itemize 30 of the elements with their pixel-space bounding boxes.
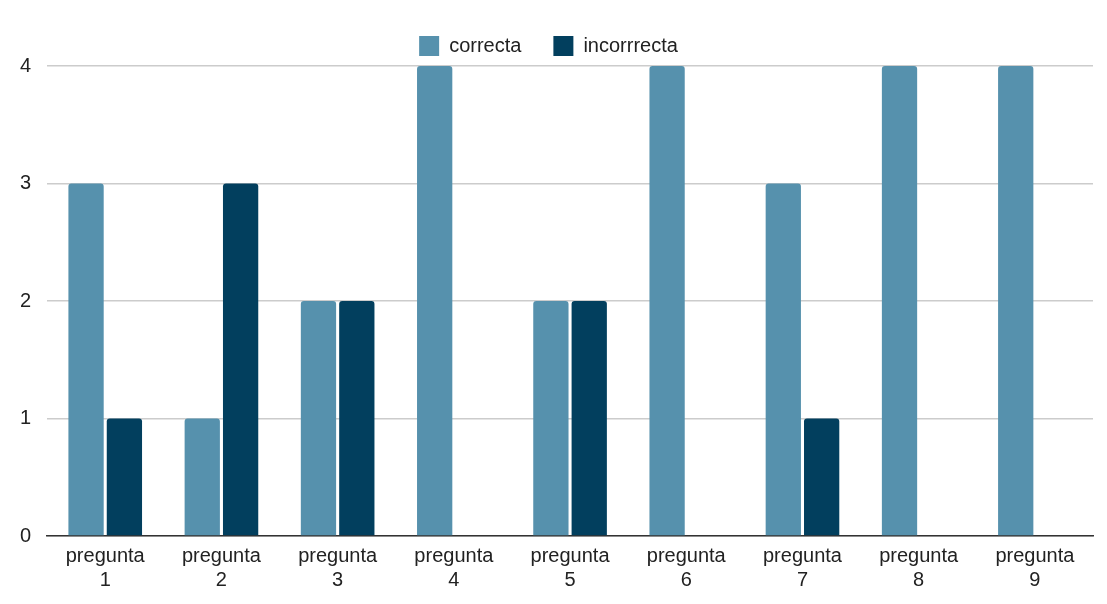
bar: [804, 418, 840, 536]
bar: [998, 66, 1034, 536]
bar: [106, 418, 143, 536]
bar: [417, 66, 453, 536]
y-tick-label: 2: [20, 288, 32, 311]
x-tick-label: pregunta 4: [414, 543, 495, 590]
y-tick-label: 4: [20, 53, 32, 76]
bar: [184, 418, 220, 536]
bar: [300, 301, 337, 536]
bar: [765, 183, 801, 536]
x-tick-label: pregunta 8: [879, 543, 960, 590]
bar: [533, 301, 569, 536]
x-tick-label: pregunta 3: [298, 543, 378, 590]
x-tick-label: pregunta 2: [181, 543, 262, 590]
y-tick-label: 0: [20, 523, 32, 546]
y-tick-label: 1: [20, 406, 32, 429]
y-tick-label: 3: [20, 171, 32, 194]
bar: [222, 183, 259, 536]
legend-label: correcta: [449, 33, 523, 56]
x-tick-label: pregunta 7: [762, 543, 843, 590]
bar: [881, 66, 918, 536]
x-tick-label: pregunta 5: [530, 543, 611, 590]
x-tick-label: pregunta 6: [646, 543, 727, 590]
bar: [68, 183, 104, 536]
legend-label: incorrrecta: [583, 33, 679, 56]
x-tick-label: pregunta 9: [995, 543, 1076, 590]
bar: [649, 66, 685, 536]
bar: [571, 301, 607, 536]
bar: [339, 301, 375, 536]
x-tick-label: pregunta 1: [65, 543, 146, 590]
